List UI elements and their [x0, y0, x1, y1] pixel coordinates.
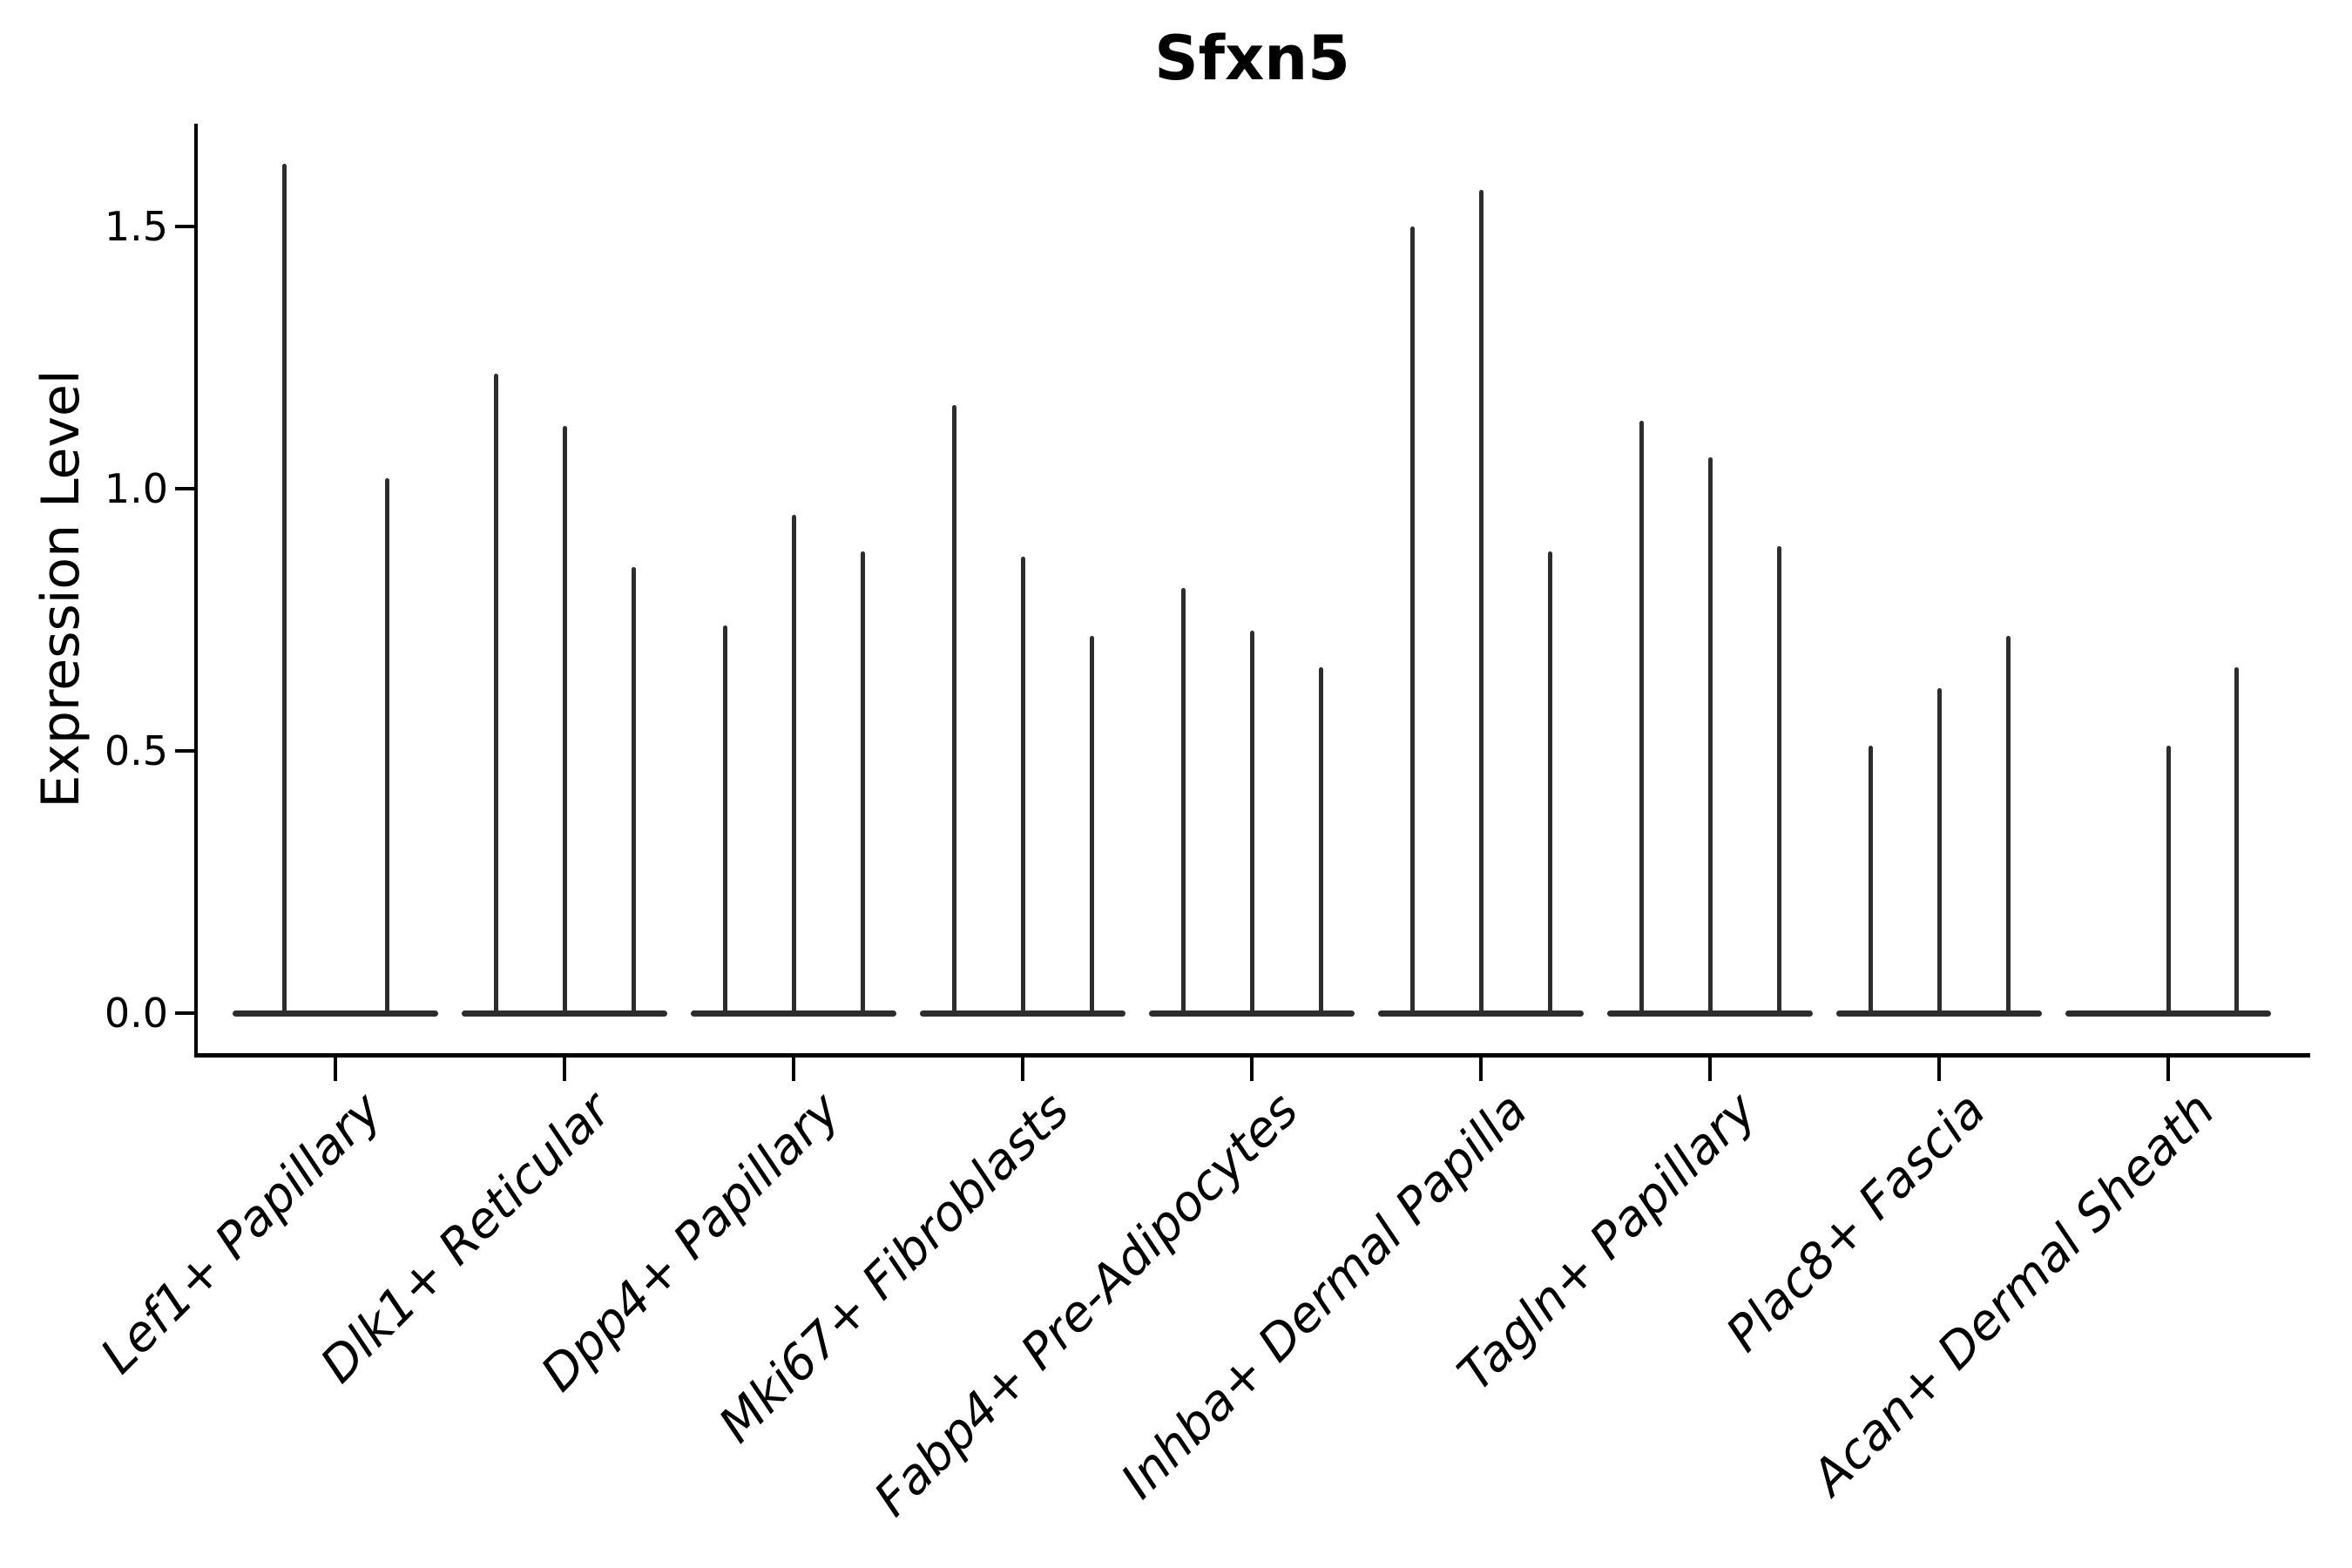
- violin-spike: [1707, 456, 1713, 1017]
- x-tick-label: Fabp4+ Pre-Adipocytes: [863, 1082, 1309, 1528]
- violin-spike: [1318, 666, 1323, 1017]
- y-tick-mark: [175, 225, 194, 228]
- x-tick-mark: [1021, 1057, 1024, 1081]
- x-tick-mark: [334, 1057, 337, 1081]
- x-tick-mark: [1708, 1057, 1712, 1081]
- violin-spike: [2234, 666, 2239, 1017]
- x-tick-label: Inhba+ Dermal Papilla: [1110, 1082, 1538, 1511]
- violin-spike: [1180, 588, 1186, 1017]
- violin-spike: [281, 163, 287, 1017]
- violin-spike: [951, 404, 956, 1017]
- x-tick-mark: [563, 1057, 566, 1081]
- violin-spike: [1868, 745, 1873, 1017]
- violin-spike: [631, 567, 636, 1017]
- x-axis-spine: [194, 1053, 2310, 1058]
- violin-spike: [493, 373, 498, 1017]
- violin-spike: [1776, 546, 1781, 1017]
- violin-spike: [1547, 551, 1552, 1017]
- violin-baseline: [233, 1010, 438, 1017]
- violin-spike: [384, 477, 389, 1017]
- violin-spike: [562, 425, 567, 1017]
- violin-spike: [791, 515, 796, 1017]
- y-tick-label: 0.5: [104, 727, 168, 774]
- violin-spike: [2005, 635, 2011, 1017]
- chart-title: Sfxn5: [1154, 23, 1350, 94]
- y-tick-label: 1.5: [104, 203, 168, 250]
- violin-spike: [1409, 226, 1415, 1017]
- violin-spike: [1249, 630, 1254, 1017]
- y-tick-mark: [175, 1011, 194, 1015]
- violin-spike: [2166, 745, 2171, 1017]
- violin-spike: [860, 551, 865, 1017]
- x-tick-label: Acan+ Dermal Sheath: [1801, 1082, 2226, 1506]
- x-tick-mark: [1250, 1057, 1254, 1081]
- x-tick-mark: [1937, 1057, 1941, 1081]
- violin-spike: [1089, 635, 1094, 1017]
- x-tick-mark: [2166, 1057, 2170, 1081]
- violin-spike: [1639, 420, 1644, 1017]
- violin-spike: [1020, 557, 1025, 1017]
- y-axis-spine: [194, 124, 198, 1057]
- violin-spike: [722, 625, 727, 1017]
- y-tick-label: 1.0: [104, 465, 168, 512]
- x-tick-mark: [1479, 1057, 1483, 1081]
- y-tick-mark: [175, 487, 194, 490]
- y-tick-label: 0.0: [104, 990, 168, 1037]
- x-tick-mark: [792, 1057, 795, 1081]
- violin-spike: [1936, 687, 1942, 1017]
- violin-spike: [1478, 189, 1484, 1017]
- y-tick-mark: [175, 749, 194, 753]
